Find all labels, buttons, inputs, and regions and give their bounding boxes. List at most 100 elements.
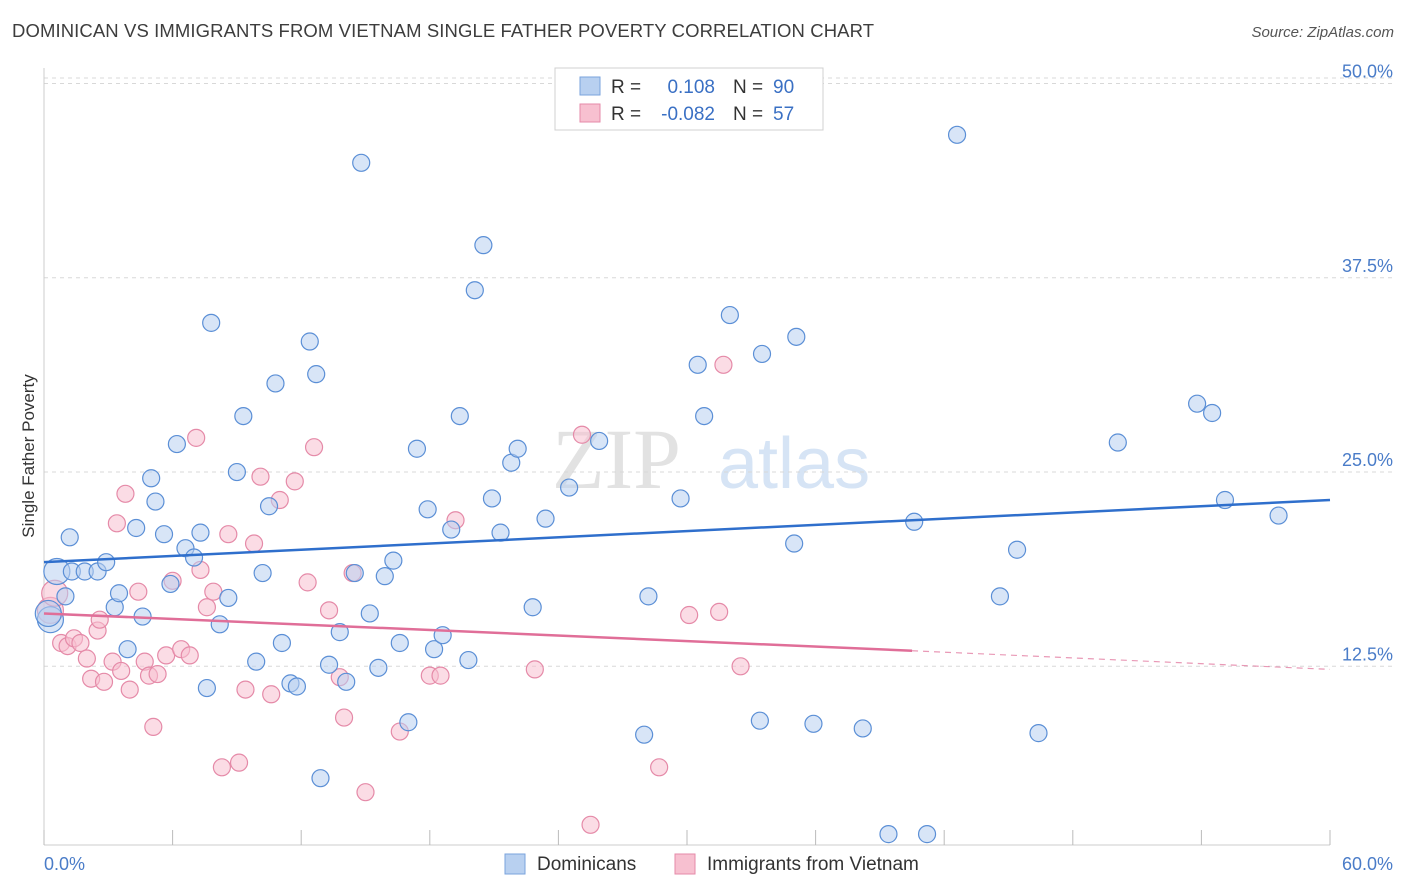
blue-point [337, 672, 356, 691]
blue-point [259, 497, 279, 516]
blue-point [424, 640, 444, 659]
pink-point [714, 355, 733, 374]
pink-point [112, 661, 131, 681]
blue-point [127, 518, 146, 538]
pink-point [180, 646, 199, 665]
blue-point [787, 327, 806, 346]
pink-point [650, 758, 669, 777]
blue-point [465, 281, 484, 300]
pink-point [525, 660, 544, 679]
pink-point [90, 610, 109, 629]
pink-point [710, 602, 729, 622]
blue-point [785, 534, 804, 553]
blue-point [450, 406, 469, 426]
blue-point [1269, 506, 1288, 525]
pink-point [129, 582, 148, 601]
blue-point [219, 588, 238, 608]
blue-point [184, 548, 204, 567]
blue-point [459, 650, 478, 670]
blue-point [142, 469, 161, 488]
legend-n-label-blue: N = [733, 77, 763, 98]
blue-point [287, 677, 307, 696]
pink-point [319, 601, 339, 620]
pink-point [71, 633, 90, 653]
blue-point [369, 658, 388, 677]
series-legend: Dominicans Immigrants from Vietnam [504, 853, 919, 875]
blue-point [990, 587, 1010, 606]
blue-point [319, 655, 339, 674]
blue-point [352, 153, 371, 172]
blue-point [508, 439, 527, 458]
y-tick-label: 12.5% [1342, 644, 1393, 664]
legend-r-label-blue: R = [611, 77, 641, 98]
blue-point [109, 584, 129, 603]
blue-point [154, 525, 174, 544]
series-legend-label-pink: Immigrants from Vietnam [707, 854, 919, 875]
pink-point [212, 758, 231, 777]
blue-point [947, 125, 967, 144]
watermark-atlas: atlas [718, 424, 870, 504]
pink-point [77, 649, 96, 668]
blue-point [905, 512, 924, 531]
blue-point [752, 344, 772, 364]
legend-swatch-pink [579, 103, 601, 123]
legend-n-value-pink: 57 [773, 104, 794, 125]
pink-point [572, 425, 592, 444]
pink-point [581, 815, 600, 834]
blue-point [1188, 394, 1207, 413]
pink-point [120, 680, 139, 699]
blue-point [266, 374, 285, 393]
blue-point [879, 825, 898, 844]
pink-point [680, 605, 699, 625]
blue-point [1108, 433, 1127, 452]
blue-point [720, 305, 739, 325]
blue-point [474, 236, 493, 255]
pink-point [219, 525, 238, 544]
blue-point [635, 725, 654, 744]
blue-point [1029, 724, 1048, 743]
x-ticks [43, 830, 1331, 845]
blue-point [917, 825, 937, 844]
blue-point [345, 563, 364, 583]
blue-point [227, 462, 246, 482]
blue-point [853, 719, 872, 738]
pink-point [285, 472, 304, 491]
pink-point [187, 428, 206, 447]
y-tick-labels: 12.5% 25.0% 37.5% 50.0% [1342, 62, 1393, 665]
blue-point [399, 713, 418, 732]
blue-point [202, 313, 221, 332]
x-tick-label-max: 60.0% [1342, 854, 1393, 874]
legend-r-label-pink: R = [611, 104, 641, 125]
blue-point [804, 714, 823, 733]
chart-title: DOMINICAN VS IMMIGRANTS FROM VIETNAM SIN… [12, 20, 875, 41]
blue-point [482, 489, 502, 508]
pink-point [148, 664, 167, 684]
blue-point [97, 553, 116, 572]
blue-point [272, 633, 292, 653]
pink-point [262, 685, 281, 704]
blue-point [375, 567, 394, 586]
blue-point [330, 623, 349, 642]
blue-point [750, 711, 769, 730]
pink-point [431, 666, 450, 685]
y-tick-label: 50.0% [1342, 62, 1393, 82]
pink-point [298, 573, 317, 592]
blue-point [384, 551, 403, 570]
axes [43, 68, 1330, 846]
x-tick-label-min: 0.0% [44, 854, 85, 874]
blue-point [1203, 403, 1222, 423]
blue-point [560, 478, 579, 497]
blue-point [300, 332, 319, 351]
pink-point [107, 514, 126, 533]
blue-point [523, 598, 542, 617]
pink-point [116, 484, 135, 503]
blue-point [118, 640, 137, 659]
blue-point [639, 587, 658, 606]
blue-point [442, 520, 461, 539]
legend-r-value-pink: -0.082 [661, 104, 715, 125]
series-legend-label-blue: Dominicans [537, 854, 636, 875]
legend-n-value-blue: 90 [773, 77, 794, 98]
pink-point [334, 708, 354, 727]
legend-n-label-pink: N = [733, 104, 763, 125]
stats-legend: R = 0.108 N = 90 R = -0.082 N = 57 [554, 67, 824, 131]
